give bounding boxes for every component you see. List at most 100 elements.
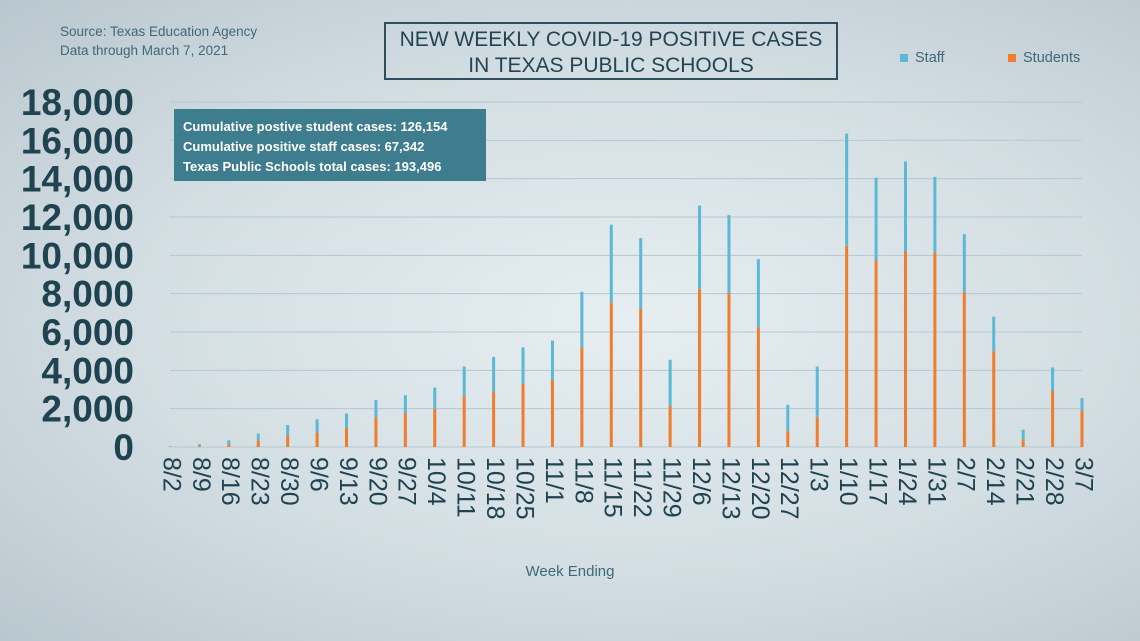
x-tick-label: 2/28 xyxy=(1040,457,1068,506)
bar-students xyxy=(933,252,937,447)
x-tick-label: 1/24 xyxy=(893,457,921,506)
source-line: Source: Texas Education Agency xyxy=(60,24,258,39)
bar-students xyxy=(492,391,496,447)
bar-staff xyxy=(286,424,290,436)
y-tick-label: 2,000 xyxy=(41,389,134,430)
bar-staff xyxy=(668,359,672,406)
bar-staff xyxy=(521,347,525,384)
bar-students xyxy=(550,379,554,447)
bar-students xyxy=(992,351,996,447)
bar-staff xyxy=(933,176,937,253)
bar-students xyxy=(727,292,731,447)
y-tick-label: 14,000 xyxy=(21,159,134,200)
bar-staff xyxy=(756,259,760,328)
source-note: Source: Texas Education Agency Data thro… xyxy=(60,22,257,60)
bar-staff xyxy=(727,215,731,293)
bar-staff xyxy=(227,440,231,445)
bar-staff xyxy=(639,238,643,309)
data-through-line: Data through March 7, 2021 xyxy=(60,43,229,58)
legend-label-staff: Staff xyxy=(915,50,945,66)
x-tick-label: 10/4 xyxy=(422,457,450,506)
legend-swatch-staff xyxy=(900,54,908,62)
y-tick-label: 12,000 xyxy=(21,197,134,238)
bar-staff xyxy=(374,400,378,418)
cumulative-info-box: Cumulative postive student cases: 126,15… xyxy=(174,109,486,181)
y-tick-label: 8,000 xyxy=(41,274,134,315)
x-tick-label: 8/30 xyxy=(275,457,303,506)
bar-students xyxy=(521,383,525,447)
bar-staff xyxy=(315,419,319,433)
x-tick-label: 1/10 xyxy=(834,457,862,506)
x-tick-label: 12/20 xyxy=(746,457,774,520)
bar-staff xyxy=(550,340,554,380)
x-tick-label: 8/9 xyxy=(187,457,215,492)
x-tick-label: 2/14 xyxy=(981,457,1009,506)
bar-students xyxy=(815,417,819,447)
bar-staff xyxy=(1080,398,1084,411)
bar-students xyxy=(903,251,907,447)
bar-staff xyxy=(433,387,437,409)
bar-staff xyxy=(580,291,584,348)
x-tick-label: 1/31 xyxy=(922,457,950,506)
bar-students xyxy=(227,444,231,447)
bar-staff xyxy=(492,356,496,392)
bar-staff xyxy=(815,366,819,418)
student-cases-text: Cumulative postive student cases: 126,15… xyxy=(183,119,448,134)
y-tick-label: 4,000 xyxy=(41,350,134,391)
x-tick-label: 12/13 xyxy=(716,457,744,520)
x-tick-label: 1/17 xyxy=(863,457,891,506)
x-axis-title: Week Ending xyxy=(525,563,615,580)
bar-students xyxy=(345,427,349,447)
x-tick-label: 10/25 xyxy=(510,457,538,520)
bar-students xyxy=(462,396,466,447)
bar-staff xyxy=(992,316,996,352)
x-tick-label: 12/27 xyxy=(775,457,803,520)
y-tick-label: 16,000 xyxy=(21,120,134,161)
x-tick-label: 10/18 xyxy=(481,457,509,520)
staff-cases-text: Cumulative positive staff cases: 67,342 xyxy=(183,139,425,154)
bar-staff xyxy=(903,161,907,252)
bar-staff xyxy=(698,205,702,289)
bar-students xyxy=(403,413,407,447)
x-tick-label: 1/3 xyxy=(805,457,833,492)
bar-students xyxy=(1051,390,1055,447)
x-tick-label: 2/21 xyxy=(1011,457,1039,506)
bar-students xyxy=(256,440,260,447)
bar-students xyxy=(962,291,966,447)
x-tick-label: 11/29 xyxy=(658,457,686,518)
y-tick-label: 10,000 xyxy=(21,235,134,276)
bar-staff xyxy=(197,444,201,446)
y-tick-label: 18,000 xyxy=(21,82,134,123)
x-tick-label: 9/6 xyxy=(304,457,332,492)
x-tick-label: 12/6 xyxy=(687,457,715,506)
x-tick-label: 8/2 xyxy=(157,457,185,492)
x-tick-label: 11/15 xyxy=(599,457,627,518)
bar-students xyxy=(286,435,290,447)
total-cases-text: Texas Public Schools total cases: 193,49… xyxy=(183,159,442,174)
bar-students xyxy=(1021,439,1025,447)
bar-staff xyxy=(1021,429,1025,440)
bar-students xyxy=(698,288,702,447)
bar-students xyxy=(433,408,437,447)
bar-staff xyxy=(403,395,407,414)
bar-staff xyxy=(1051,367,1055,391)
chart-title-line-1: NEW WEEKLY COVID-19 POSITIVE CASES xyxy=(399,28,823,51)
chart-title-line-2: IN TEXAS PUBLIC SCHOOLS xyxy=(468,54,754,77)
legend-swatch-students xyxy=(1008,54,1016,62)
bar-students xyxy=(845,245,849,447)
x-tick-label: 11/22 xyxy=(628,457,656,518)
x-tick-label: 8/16 xyxy=(216,457,244,506)
y-tick-label: 6,000 xyxy=(41,312,134,353)
bar-staff xyxy=(845,133,849,246)
bar-staff xyxy=(962,234,966,292)
bar-students xyxy=(197,445,201,447)
x-tick-label: 11/1 xyxy=(540,457,568,504)
legend-item-staff: Staff xyxy=(900,50,945,66)
bar-staff xyxy=(874,177,878,261)
chart-title-box: NEW WEEKLY COVID-19 POSITIVE CASES IN TE… xyxy=(384,22,838,80)
bar-students xyxy=(668,405,672,447)
bar-students xyxy=(639,309,643,447)
legend-label-students: Students xyxy=(1023,50,1081,66)
x-tick-label: 2/7 xyxy=(952,457,980,492)
